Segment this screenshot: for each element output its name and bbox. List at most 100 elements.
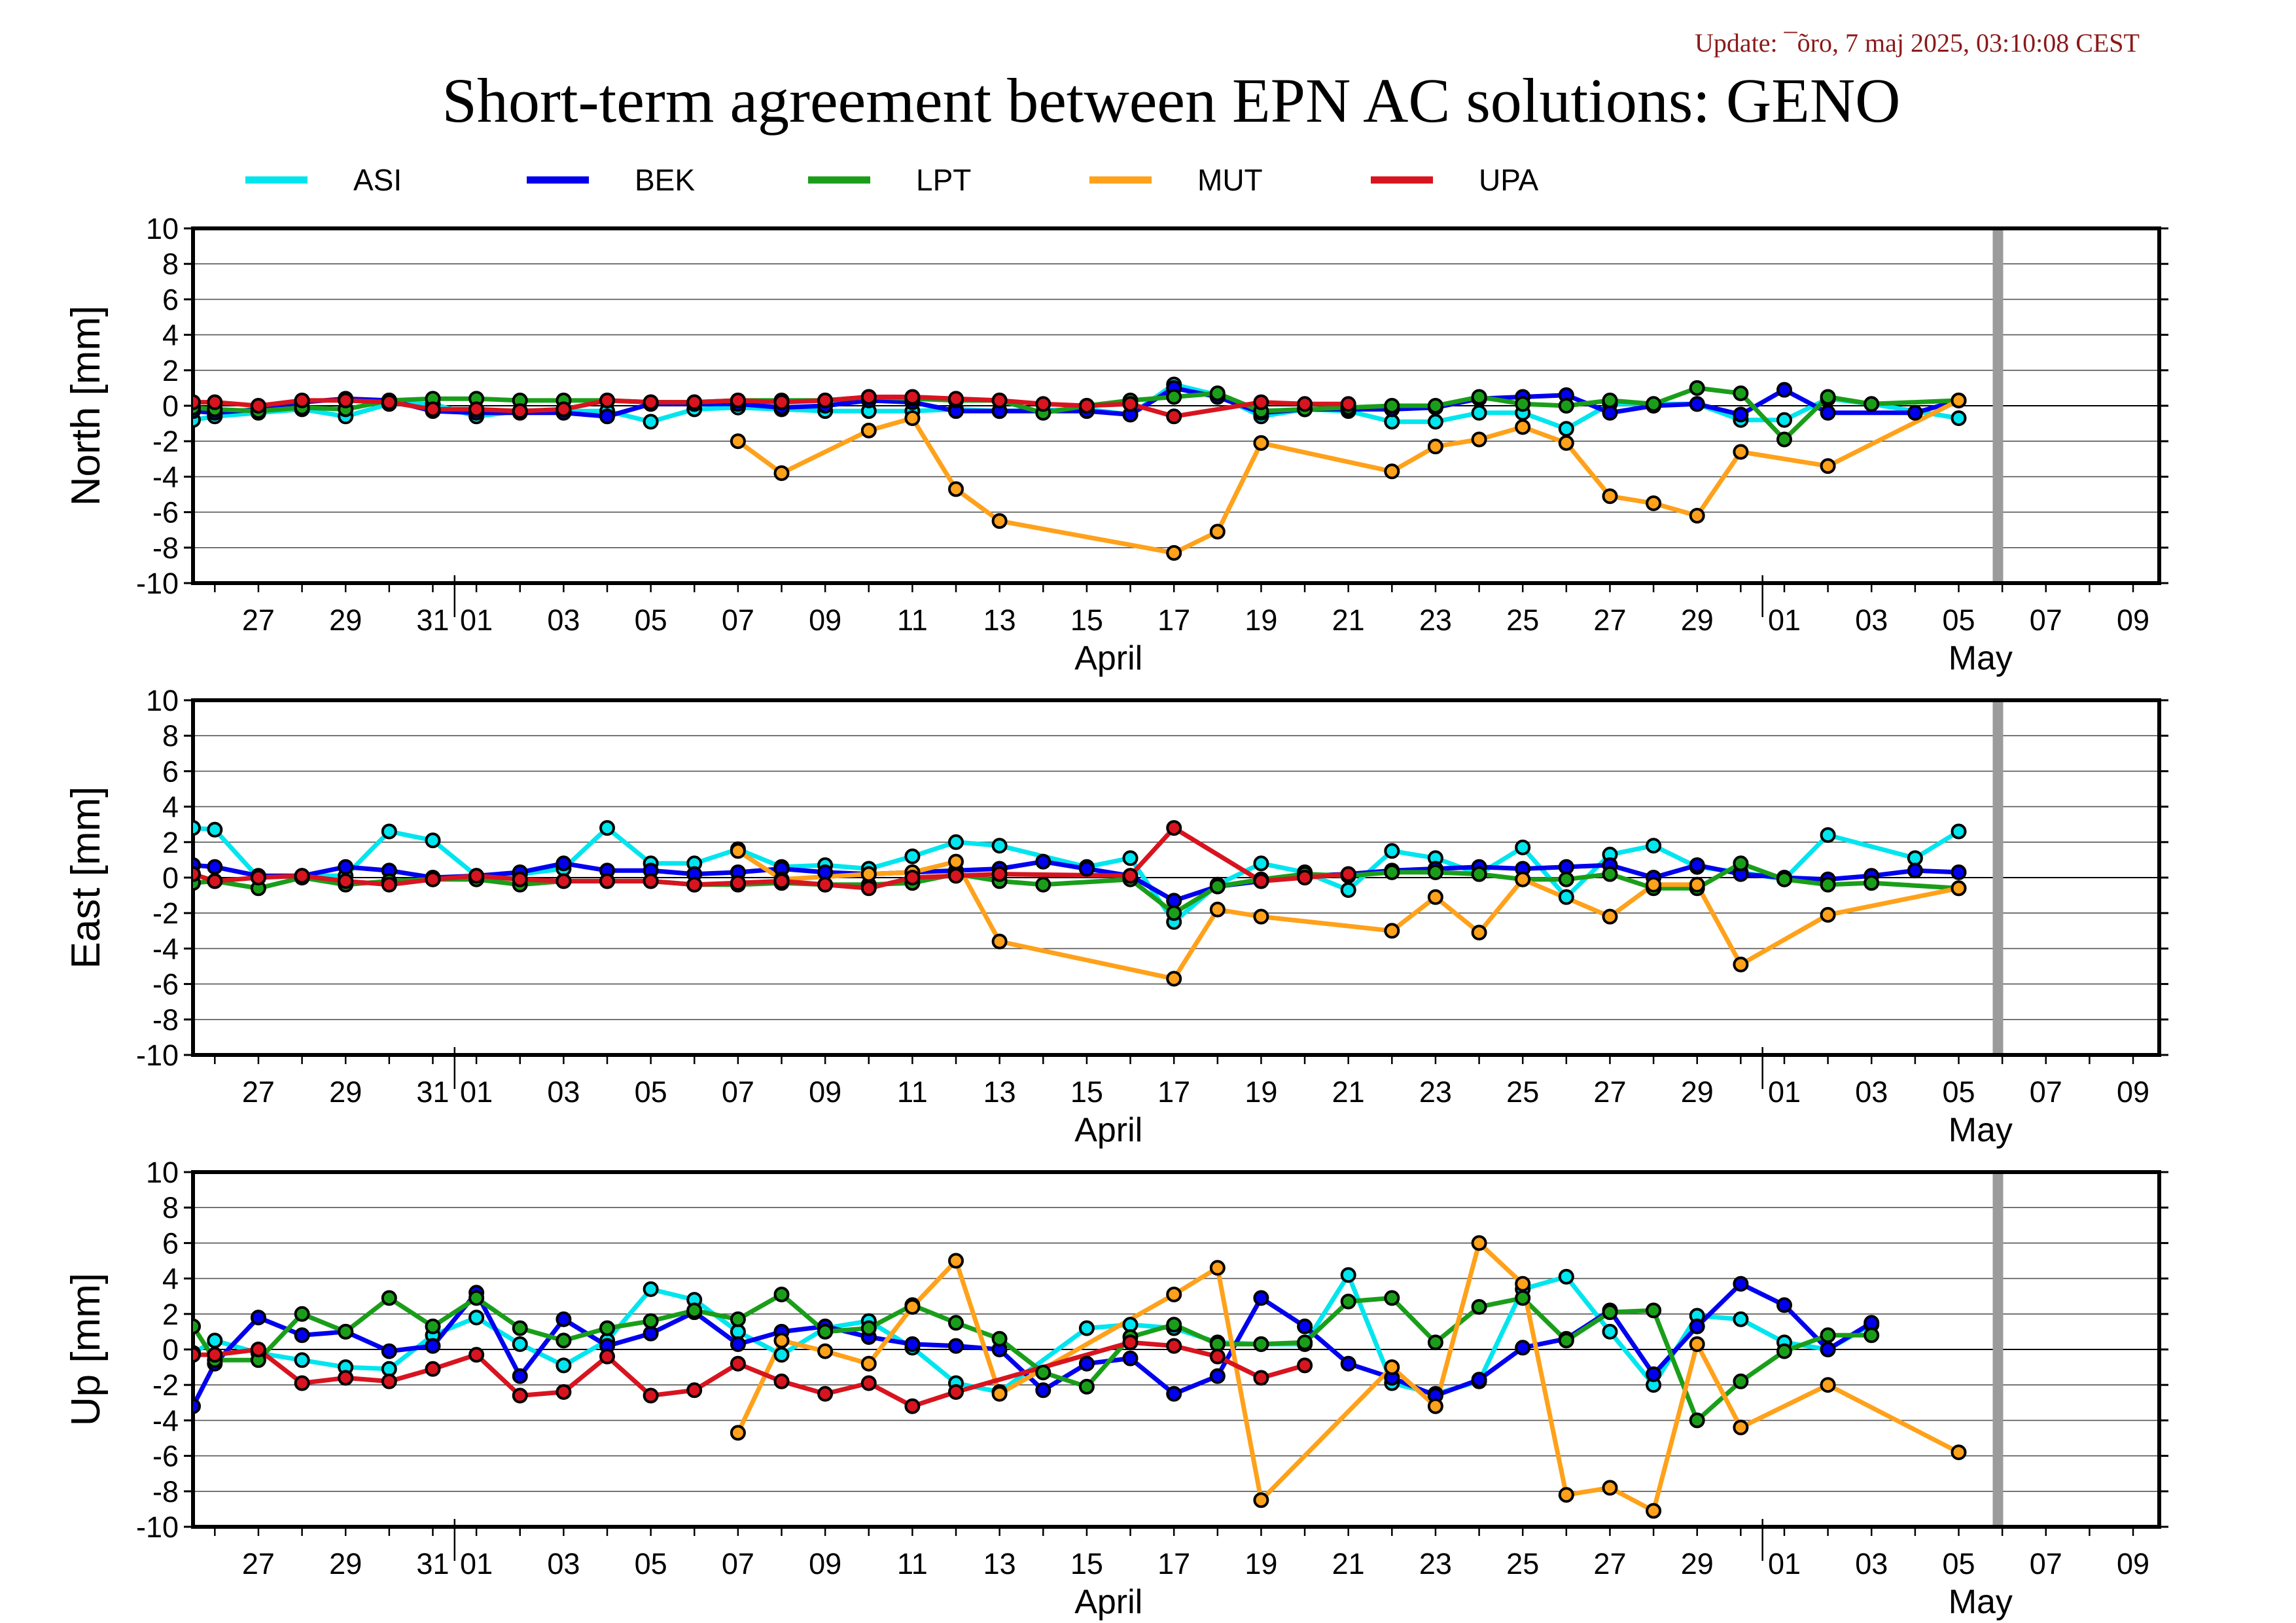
data-point-upa: [817, 392, 834, 408]
x-tick-label: 11: [897, 1075, 928, 1109]
data-point-lpt: [512, 1320, 528, 1336]
data-point-lpt: [1820, 389, 1836, 405]
data-point-lpt: [1340, 1293, 1356, 1310]
data-point-bek: [1907, 863, 1923, 879]
data-point-bek: [1471, 1372, 1487, 1388]
data-point-mut: [1515, 871, 1531, 887]
data-point-lpt: [1863, 396, 1880, 412]
data-point-bek: [1253, 1290, 1269, 1306]
x-tick-label: 29: [329, 1075, 362, 1109]
x-tick-label: 09: [2117, 603, 2149, 637]
data-point-lpt: [1820, 1327, 1836, 1344]
y-tick-label: -8: [152, 1475, 179, 1508]
y-tick-label: 10: [146, 212, 179, 245]
data-point-asi: [512, 1336, 528, 1352]
data-point-lpt: [1384, 1290, 1400, 1306]
data-point-upa: [294, 392, 310, 408]
data-point-lpt: [1427, 398, 1443, 414]
y-tick-label: 8: [162, 247, 179, 281]
data-point-upa: [294, 868, 310, 884]
data-point-asi: [1078, 1320, 1095, 1336]
data-point-upa: [817, 1385, 834, 1402]
data-point-upa: [1122, 868, 1139, 884]
data-point-asi: [425, 832, 441, 849]
data-point-upa: [425, 871, 441, 887]
x-tick-label: 31: [416, 1075, 449, 1109]
x-tick-label: 31: [416, 1547, 449, 1580]
data-point-upa: [207, 394, 223, 410]
data-point-upa: [686, 876, 703, 893]
data-point-bek: [556, 1311, 572, 1327]
data-point-upa: [425, 401, 441, 418]
data-point-upa: [193, 394, 201, 410]
data-point-mut: [1646, 1503, 1662, 1519]
data-point-lpt: [1253, 1336, 1269, 1352]
data-point-mut: [1733, 956, 1749, 972]
data-point-mut: [1384, 1359, 1400, 1376]
data-point-lpt: [1776, 431, 1792, 448]
data-point-lpt: [1558, 871, 1574, 887]
data-point-lpt: [1646, 396, 1662, 412]
series-group: [193, 376, 1967, 561]
data-point-upa: [686, 394, 703, 410]
y-tick-label: -8: [152, 531, 179, 565]
y-tick-label: 4: [162, 1262, 179, 1296]
data-point-upa: [468, 401, 485, 418]
data-point-lpt: [556, 1332, 572, 1349]
x-tick-label: 23: [1419, 1075, 1452, 1109]
data-point-asi: [1384, 843, 1400, 859]
y-tick-label: -2: [152, 1368, 179, 1402]
data-point-upa: [250, 398, 266, 414]
x-tick-label: 25: [1506, 603, 1539, 637]
x-tick-label: 29: [329, 603, 362, 637]
data-point-asi: [556, 1357, 572, 1374]
series-group: [193, 820, 1967, 987]
month-label: April: [1074, 1583, 1142, 1621]
data-point-upa: [338, 1370, 354, 1386]
data-point-upa: [860, 389, 877, 405]
data-point-lpt: [860, 1320, 877, 1336]
data-point-mut: [1166, 1287, 1182, 1302]
data-point-mut: [1471, 925, 1487, 940]
data-point-lpt: [1297, 1334, 1313, 1351]
y-tick-label: 4: [162, 319, 179, 352]
x-tick-label: 01: [1768, 1075, 1801, 1109]
data-point-upa: [1166, 408, 1182, 425]
data-point-lpt: [1863, 1327, 1880, 1344]
chart-title: Short-term agreement between EPN AC solu…: [442, 65, 1901, 135]
data-point-mut: [730, 1425, 746, 1441]
data-point-lpt: [773, 1287, 790, 1302]
x-tick-label: 15: [1070, 603, 1103, 637]
data-point-bek: [556, 855, 572, 872]
data-point-lpt: [1384, 398, 1400, 414]
data-point-upa: [1297, 870, 1313, 885]
data-point-upa: [556, 1384, 572, 1400]
y-tick-label: -10: [136, 1510, 179, 1544]
data-point-bek: [338, 859, 354, 875]
data-point-upa: [948, 1384, 964, 1400]
x-tick-label: 01: [460, 1547, 493, 1580]
data-point-asi: [1646, 838, 1662, 854]
y-tick-label: 2: [162, 354, 179, 387]
data-point-bek: [1820, 404, 1836, 421]
x-tick-label: 07: [2030, 1075, 2062, 1109]
x-tick-label: 05: [1942, 1547, 1975, 1580]
data-point-lpt: [1602, 392, 1618, 408]
data-point-bek: [1122, 1350, 1139, 1366]
data-point-upa: [1122, 396, 1139, 412]
data-point-lpt: [1733, 1373, 1749, 1389]
data-point-upa: [1166, 1338, 1182, 1354]
data-point-bek: [1733, 1275, 1749, 1292]
data-point-lpt: [817, 1323, 834, 1340]
data-point-mut: [1427, 889, 1443, 905]
data-point-upa: [381, 394, 397, 410]
x-tick-label: 03: [1855, 603, 1888, 637]
data-point-asi: [773, 1347, 790, 1363]
x-tick-label: 15: [1070, 1547, 1103, 1580]
data-point-mut: [1733, 1419, 1749, 1436]
data-point-upa: [1297, 1357, 1313, 1374]
data-point-mut: [991, 1385, 1008, 1402]
data-point-asi: [294, 1352, 310, 1368]
x-tick-label: 09: [809, 1075, 841, 1109]
data-point-lpt: [381, 1290, 397, 1306]
